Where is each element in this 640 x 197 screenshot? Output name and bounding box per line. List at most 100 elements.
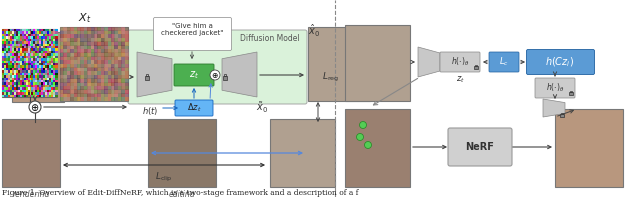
Bar (2, 82, 4, 85)
Bar (51, 50, 54, 53)
Bar (10, 62, 12, 65)
Bar (47, 53, 50, 56)
Bar (49, 43, 52, 46)
Bar (33, 58, 36, 60)
Bar (16, 55, 18, 58)
Bar (10, 60, 12, 63)
Text: rendering: rendering (12, 190, 50, 197)
Bar (8, 84, 10, 87)
Bar (28, 82, 30, 85)
Text: $L_c$: $L_c$ (499, 56, 509, 68)
Bar (53, 60, 56, 63)
Bar (560, 114, 564, 117)
Bar (39, 38, 42, 41)
Bar (18, 67, 20, 70)
Bar (115, 89, 118, 94)
Bar (37, 89, 40, 92)
Bar (104, 67, 108, 71)
Bar (45, 38, 47, 41)
Bar (97, 75, 101, 79)
Bar (104, 78, 108, 83)
Bar (51, 94, 54, 97)
Bar (20, 58, 22, 60)
Bar (111, 49, 115, 53)
Bar (4, 77, 6, 80)
Bar (63, 93, 67, 97)
Bar (60, 63, 64, 68)
Bar (14, 92, 16, 95)
Bar (125, 30, 129, 34)
Bar (20, 89, 22, 92)
Bar (118, 30, 122, 34)
Bar (28, 62, 30, 65)
Bar (108, 78, 111, 83)
Bar (84, 27, 88, 31)
Bar (77, 27, 81, 31)
Bar (474, 66, 478, 69)
Bar (44, 89, 45, 92)
Bar (14, 36, 16, 39)
Bar (35, 70, 38, 73)
Bar (8, 94, 10, 97)
Bar (33, 70, 36, 73)
Bar (28, 80, 30, 82)
Bar (125, 71, 129, 75)
Bar (87, 30, 91, 34)
Bar (42, 43, 44, 46)
Bar (28, 84, 30, 87)
Bar (12, 32, 64, 102)
FancyBboxPatch shape (448, 128, 512, 166)
Bar (74, 60, 77, 64)
Bar (81, 34, 84, 38)
Bar (77, 45, 81, 49)
Bar (87, 89, 91, 94)
Bar (10, 89, 12, 92)
Bar (4, 31, 6, 34)
Bar (6, 38, 8, 41)
Bar (28, 89, 30, 92)
Bar (24, 53, 26, 56)
Bar (84, 93, 88, 97)
Bar (4, 58, 6, 60)
Text: $h(t)$: $h(t)$ (142, 105, 158, 117)
Bar (63, 67, 67, 71)
Bar (74, 89, 77, 94)
Bar (94, 30, 98, 34)
Bar (49, 84, 52, 87)
Bar (55, 46, 58, 48)
Bar (101, 27, 105, 31)
Bar (91, 38, 95, 42)
Bar (125, 67, 129, 71)
Bar (55, 87, 58, 90)
Bar (10, 48, 12, 51)
Bar (12, 89, 14, 92)
Bar (45, 31, 47, 34)
Bar (77, 49, 81, 53)
Bar (47, 55, 50, 58)
Bar (26, 92, 28, 95)
Bar (145, 76, 149, 80)
Text: $z_t$: $z_t$ (456, 74, 465, 85)
Bar (6, 89, 8, 92)
Bar (16, 75, 18, 78)
Bar (28, 87, 30, 90)
Bar (31, 50, 34, 53)
Bar (111, 89, 115, 94)
Bar (87, 52, 91, 57)
Bar (91, 78, 95, 83)
Bar (53, 53, 56, 56)
Bar (121, 97, 125, 101)
Bar (10, 50, 12, 53)
Bar (20, 65, 22, 68)
Bar (84, 60, 88, 64)
Bar (42, 89, 44, 92)
Bar (44, 62, 45, 65)
Bar (18, 58, 20, 60)
Bar (101, 63, 105, 68)
Bar (28, 43, 30, 46)
Bar (8, 87, 10, 90)
Bar (94, 41, 98, 46)
Bar (26, 82, 28, 85)
Bar (115, 49, 118, 53)
Bar (2, 84, 4, 87)
